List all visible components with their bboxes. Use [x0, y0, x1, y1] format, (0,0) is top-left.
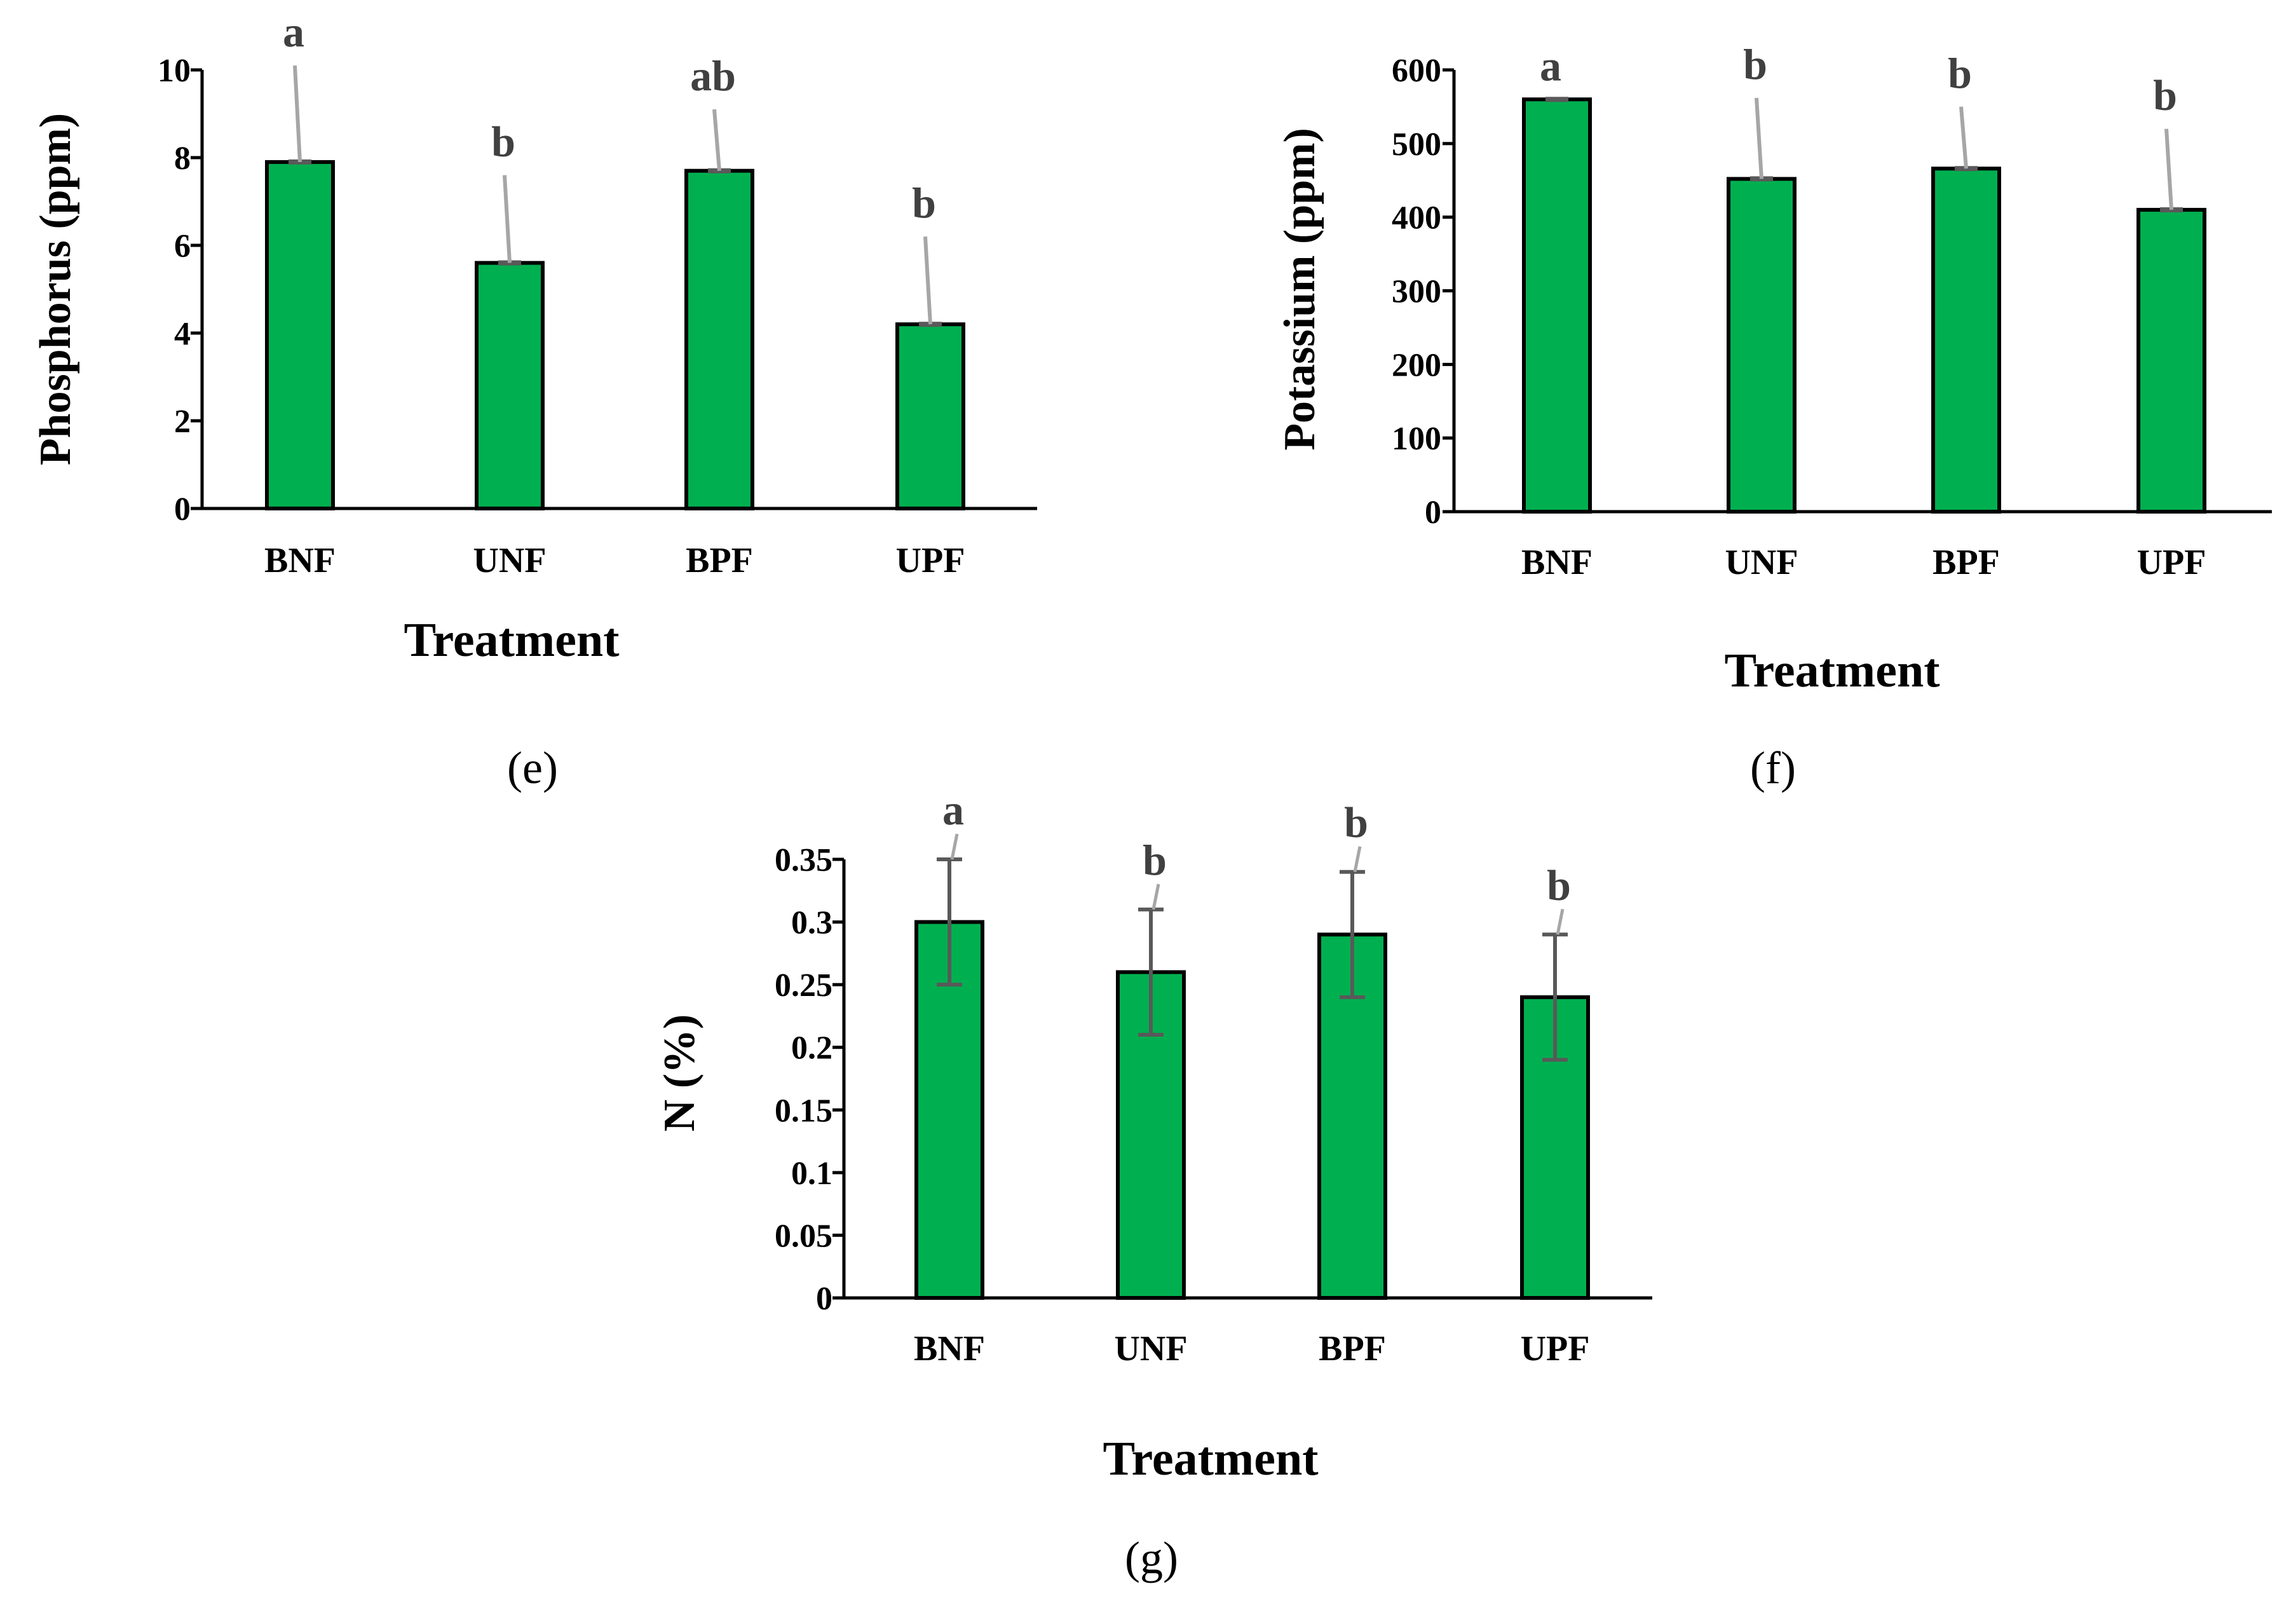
y-axis-title: Potassium (ppm) [1275, 128, 1324, 451]
y-tick-label: 0.35 [775, 842, 832, 878]
error-bar-leader [1556, 908, 1565, 935]
x-tick-label: UNF [473, 541, 546, 580]
chart-nitrogen: 0 0.05 0.1 0.15 0.2 0.25 0.3 0.35 a BNF b UNF b BPF b U… [655, 786, 1652, 1583]
x-axis-title: Treatment [404, 613, 619, 667]
error-bar-leader [950, 833, 959, 860]
y-axis-title: Phosphorus (ppm) [31, 113, 80, 465]
y-tick-label: 100 [1392, 421, 1441, 457]
error-bar [2164, 128, 2173, 210]
y-tick-label: 10 [158, 53, 191, 89]
y-tick-label: 500 [1392, 126, 1441, 163]
bar [1522, 97, 1592, 514]
bar [475, 261, 545, 510]
significance-letter: b [1143, 836, 1167, 884]
error-bar-leader [1151, 884, 1160, 910]
x-axis-title: Treatment [1103, 1432, 1318, 1485]
x-tick-label: BPF [1933, 543, 2000, 582]
y-tick-label: 0 [1425, 495, 1441, 531]
significance-letter: b [912, 179, 936, 227]
significance-letter: b [1344, 798, 1368, 847]
x-tick-label: BNF [914, 1329, 985, 1368]
y-tick-label: 6 [174, 228, 191, 264]
y-tick-label: 0.1 [791, 1156, 832, 1192]
y-tick-label: 0.15 [775, 1093, 832, 1129]
y-axis-title: N (%) [655, 1014, 704, 1132]
panel-label: (g) [1125, 1532, 1178, 1583]
y-tick-label: 0 [174, 491, 191, 528]
y-tick-label: 4 [174, 316, 191, 352]
x-tick-label: UPF [1521, 1329, 1590, 1368]
x-tick-label: BPF [686, 541, 753, 580]
chart-potassium: 0 100 200 300 400 500 600 a BNF b UNF b BPF b UPF Pota… [1275, 40, 2272, 793]
chart-phosphorus: 0 2 4 6 8 10 a BNF b UNF ab BPF b UPF Phosphorus (ppm… [31, 8, 1037, 793]
x-tick-label: UPF [896, 541, 965, 580]
significance-letter: b [1547, 861, 1571, 909]
y-tick-label: 200 [1392, 347, 1441, 383]
x-tick-label: BNF [1521, 543, 1593, 582]
bar [2136, 208, 2206, 514]
y-tick-label: 0.25 [775, 967, 832, 1004]
x-axis-title: Treatment [1724, 644, 1939, 697]
significance-letter: b [1743, 40, 1767, 88]
y-tick-label: 0 [816, 1281, 832, 1317]
x-tick-label: BPF [1319, 1329, 1386, 1368]
significance-letter: a [1540, 41, 1561, 90]
bar [1931, 167, 2001, 514]
y-tick-label: 2 [174, 404, 191, 440]
y-tick-label: 600 [1392, 53, 1441, 89]
panel-label: (f) [1750, 742, 1796, 793]
error-bar [1959, 106, 1968, 169]
y-tick-label: 0.3 [791, 905, 832, 941]
y-tick-label: 0.05 [775, 1218, 832, 1254]
significance-letter: b [491, 118, 515, 166]
significance-letter: b [2153, 71, 2177, 119]
error-bar [293, 65, 302, 163]
x-tick-label: UNF [1114, 1329, 1187, 1368]
x-tick-label: UPF [2137, 543, 2206, 582]
significance-letter: a [942, 786, 964, 834]
error-bar [503, 175, 512, 263]
significance-letter: ab [690, 51, 736, 100]
bar [895, 322, 965, 510]
significance-letter: a [283, 8, 304, 56]
significance-letter: b [1948, 49, 1972, 97]
bar [1727, 177, 1797, 514]
error-bar [1755, 97, 1763, 179]
error-bar [923, 236, 932, 325]
x-tick-label: UNF [1725, 543, 1798, 582]
bar [684, 168, 754, 510]
bar [265, 160, 335, 510]
error-bar [712, 109, 721, 171]
x-tick-label: BNF [264, 541, 336, 580]
y-tick-label: 300 [1392, 274, 1441, 310]
error-bar-leader [1353, 846, 1362, 873]
panel-label: (e) [507, 742, 558, 793]
y-tick-label: 0.2 [791, 1030, 832, 1067]
y-tick-label: 400 [1392, 200, 1441, 236]
y-tick-label: 8 [174, 140, 191, 177]
